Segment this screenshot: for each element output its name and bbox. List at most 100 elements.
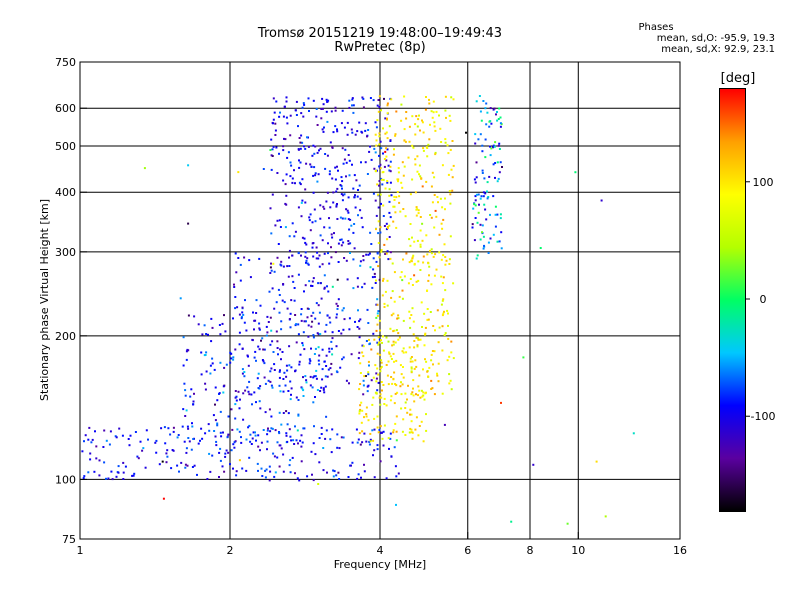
- echo-point: [481, 172, 484, 174]
- echo-point: [378, 429, 381, 431]
- echo-point: [129, 434, 132, 437]
- echo-point: [238, 459, 241, 462]
- echo-point: [236, 306, 239, 309]
- echo-point: [380, 109, 382, 112]
- echo-point: [375, 279, 377, 282]
- echo-point: [382, 279, 384, 282]
- echo-point: [185, 409, 188, 412]
- echo-point: [364, 161, 367, 164]
- echo-point: [312, 255, 315, 258]
- echo-point: [394, 211, 397, 214]
- echo-point: [294, 182, 296, 185]
- echo-point: [242, 313, 245, 316]
- echo-point: [424, 326, 427, 329]
- echo-point: [291, 456, 294, 459]
- echo-point: [186, 425, 189, 428]
- echo-point: [345, 379, 348, 382]
- echo-point: [298, 363, 301, 366]
- echo-point: [360, 476, 362, 479]
- echo-point: [248, 393, 251, 396]
- echo-point: [419, 216, 422, 218]
- echo-point: [474, 142, 477, 145]
- echo-point: [479, 110, 482, 113]
- echo-point: [243, 375, 246, 378]
- echo-point: [282, 115, 285, 118]
- echo-point: [357, 189, 359, 191]
- echo-point: [292, 439, 295, 442]
- echo-point: [93, 470, 96, 473]
- echo-point: [312, 144, 315, 147]
- echo-point: [314, 172, 317, 175]
- echo-point: [273, 111, 276, 114]
- echo-point: [474, 199, 477, 202]
- echo-point: [370, 243, 373, 245]
- echo-point: [323, 391, 326, 394]
- echo-point: [433, 121, 436, 124]
- echo-point: [292, 280, 295, 283]
- echo-point: [232, 358, 235, 361]
- echo-point: [304, 188, 307, 191]
- echo-point: [279, 390, 282, 393]
- echo-point: [283, 301, 286, 304]
- echo-point: [380, 249, 383, 252]
- x-tick-label: 8: [527, 544, 534, 557]
- echo-point: [302, 376, 304, 379]
- echo-point: [386, 250, 389, 253]
- echo-point: [234, 307, 237, 310]
- echo-point: [395, 415, 398, 418]
- echo-point: [272, 118, 275, 121]
- echo-point: [325, 429, 328, 432]
- echo-point: [311, 386, 314, 389]
- echo-point: [422, 149, 425, 152]
- echo-point: [481, 224, 484, 227]
- echo-point: [309, 375, 312, 378]
- echo-point: [318, 265, 321, 268]
- echo-point: [367, 322, 370, 324]
- echo-point: [446, 144, 449, 147]
- echo-point: [397, 180, 399, 183]
- echo-point: [296, 429, 299, 432]
- echo-point: [310, 347, 312, 350]
- echo-point: [377, 336, 380, 339]
- echo-point: [395, 475, 398, 478]
- echo-point: [307, 263, 310, 266]
- echo-point: [316, 180, 319, 183]
- echo-point: [300, 319, 303, 322]
- y-tick-label: 200: [55, 330, 76, 343]
- echo-point: [428, 138, 431, 141]
- echo-point: [373, 275, 376, 278]
- echo-point: [431, 387, 434, 390]
- echo-point: [327, 252, 329, 255]
- echo-point: [348, 99, 351, 102]
- echo-point: [335, 370, 338, 373]
- echo-point: [185, 451, 188, 454]
- echo-point: [284, 183, 287, 186]
- echo-point: [169, 433, 172, 436]
- echo-point: [353, 196, 356, 199]
- echo-point: [282, 470, 285, 473]
- echo-point: [333, 470, 336, 473]
- echo-point: [381, 341, 383, 344]
- echo-point: [293, 235, 296, 238]
- echo-point: [328, 262, 331, 265]
- echo-point: [321, 107, 324, 110]
- echo-point: [256, 377, 259, 380]
- echo-point: [176, 464, 179, 467]
- echo-point: [378, 278, 381, 281]
- echo-point: [413, 367, 416, 370]
- echo-point: [236, 428, 239, 431]
- x-tick-label: 4: [377, 544, 384, 557]
- echo-point: [364, 375, 367, 377]
- echo-point: [328, 226, 331, 229]
- echo-point: [218, 392, 221, 395]
- echo-point: [303, 237, 306, 240]
- echo-point: [293, 287, 296, 289]
- echo-point: [445, 259, 448, 262]
- echo-point: [414, 133, 417, 136]
- echo-point: [419, 245, 422, 248]
- echo-point: [211, 454, 214, 457]
- echo-point: [324, 330, 327, 333]
- echo-point: [167, 427, 170, 430]
- echo-point: [269, 316, 272, 319]
- echo-point: [362, 255, 365, 257]
